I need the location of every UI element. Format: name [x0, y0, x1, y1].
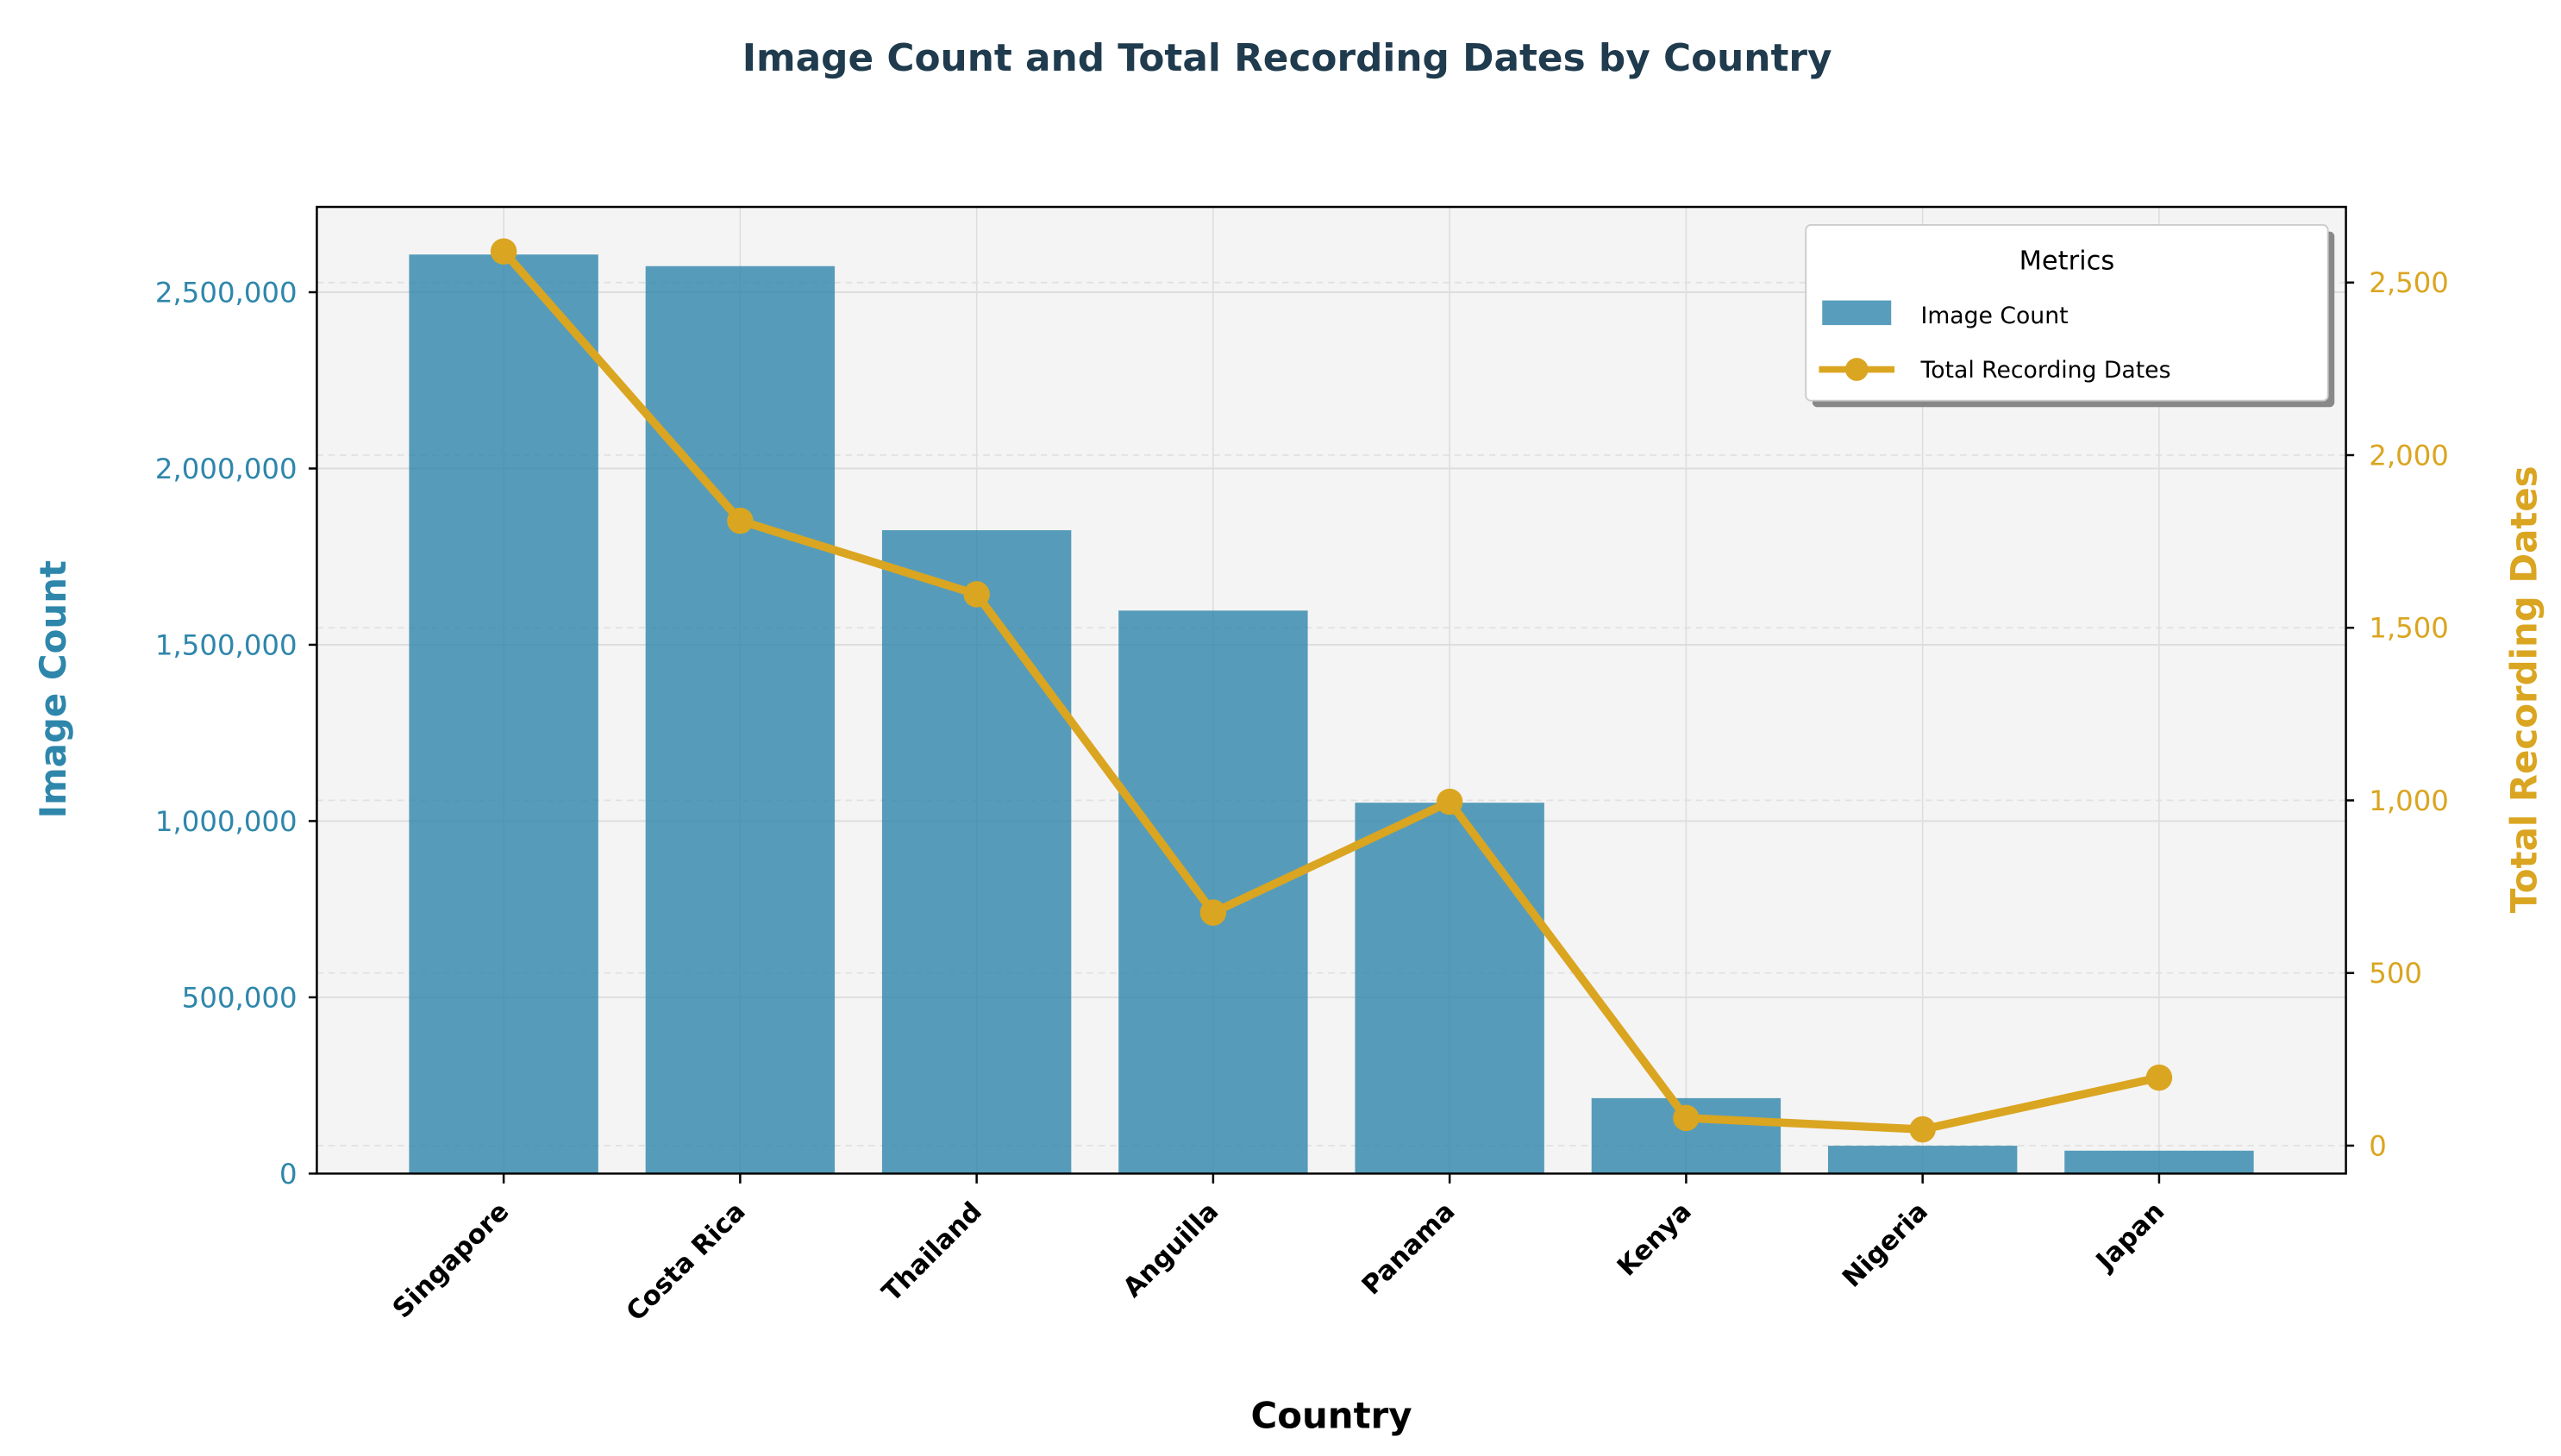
plot-frame [316, 205, 2347, 1175]
legend-label-recording-dates: Total Recording Dates [1920, 357, 2171, 384]
y-tick-label: 0 [279, 1158, 297, 1190]
point-costa-rica [727, 507, 754, 534]
x-axis-ticks: Singapore Costa Rica Thailand Anguilla Panam… [387, 1173, 2170, 1328]
point-anguilla [1199, 899, 1227, 926]
y-axis-label: Image Count [32, 560, 74, 819]
bar-panama [1355, 803, 1544, 1174]
point-japan [2145, 1064, 2173, 1091]
point-singapore [490, 238, 517, 265]
y2-tick-label: 2,000 [2369, 439, 2449, 472]
bar-singapore [409, 254, 598, 1174]
bar-anguilla [1118, 610, 1308, 1174]
legend-swatch-bar [1822, 300, 1892, 326]
point-kenya [1673, 1104, 1700, 1132]
point-nigeria [1909, 1115, 1936, 1143]
y2-axis-ticks: 0 500 1,000 1,500 2,000 2,500 [2345, 266, 2449, 1162]
recording-dates-line [500, 248, 2160, 1134]
x-tick-label: Costa Rica [621, 1197, 752, 1328]
y2-tick-label: 0 [2369, 1129, 2387, 1162]
legend: Metrics Image Count Total Recording Date… [1805, 224, 2335, 408]
bar-japan [2064, 1150, 2254, 1174]
y2-axis-label: Total Recording Dates [2502, 466, 2545, 913]
y2-tick-label: 500 [2369, 957, 2422, 990]
legend-label-image-count: Image Count [1921, 303, 2069, 329]
x-tick-label: Nigeria [1837, 1197, 1934, 1294]
legend-box [1805, 224, 2329, 402]
y-tick-label: 500,000 [182, 981, 297, 1014]
bars [409, 254, 2254, 1174]
bar-costa-rica [645, 266, 836, 1174]
x-tick-label: Japan [2089, 1197, 2170, 1278]
point-panama [1436, 788, 1463, 815]
line-series [490, 238, 2173, 1143]
y-tick-label: 1,000,000 [155, 805, 297, 838]
x-tick-label: Panama [1356, 1197, 1461, 1301]
x-tick-label: Thailand [877, 1197, 988, 1308]
x-axis-label: Country [1250, 1394, 1412, 1436]
chart-title: Image Count and Total Recording Dates by… [742, 36, 1832, 80]
x-tick-label: Kenya [1612, 1197, 1698, 1283]
y-tick-label: 2,500,000 [155, 276, 297, 309]
y-axis-ticks: 0 500,000 1,000,000 1,500,000 2,000,000 2,500… [155, 276, 317, 1190]
y-tick-label: 2,000,000 [155, 453, 297, 485]
x-tick-label: Anguilla [1118, 1197, 1224, 1303]
legend-swatch-marker [1844, 358, 1869, 381]
y-tick-label: 1,500,000 [155, 628, 297, 661]
bar-thailand [881, 530, 1072, 1174]
bar-nigeria [1827, 1146, 2018, 1174]
legend-title: Metrics [2019, 246, 2115, 276]
y2-tick-label: 1,000 [2369, 784, 2449, 817]
x-tick-label: Singapore [387, 1197, 515, 1324]
y2-tick-label: 1,500 [2369, 612, 2449, 645]
y2-tick-label: 2,500 [2369, 266, 2449, 299]
point-thailand [963, 581, 990, 608]
